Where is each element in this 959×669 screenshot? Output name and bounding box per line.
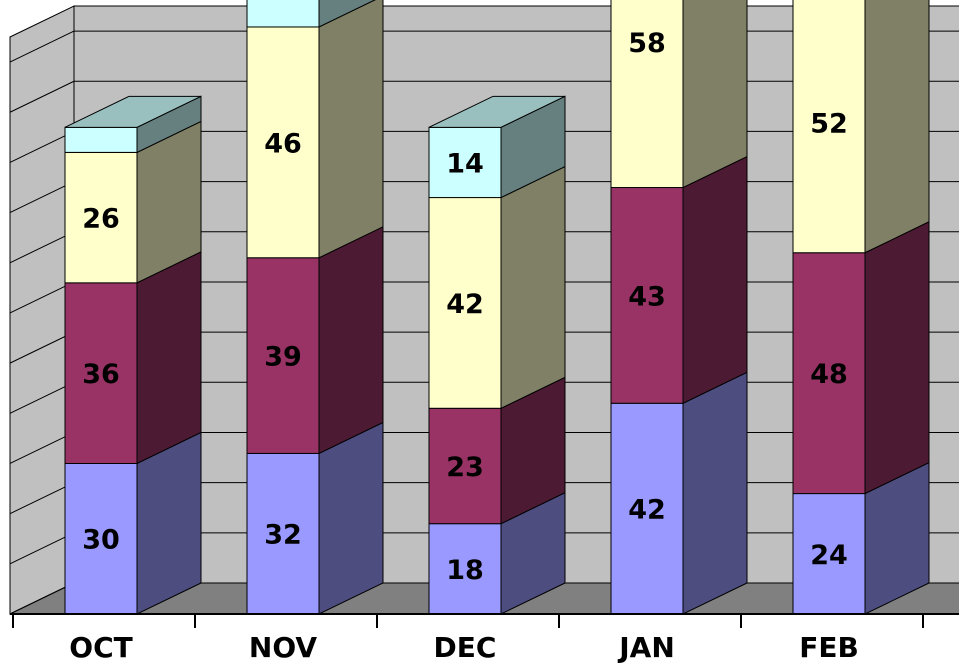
bar-front: [610, 187, 684, 404]
data-label: 42: [446, 289, 484, 320]
x-tick-label-jan: JAN: [617, 631, 675, 664]
x-tick-label-oct: OCT: [69, 631, 132, 664]
data-label: 30: [82, 525, 120, 556]
bar-dec-series-1: [428, 491, 566, 615]
data-label: 58: [628, 28, 666, 59]
bar-feb-series-2: [792, 220, 930, 495]
gridline-side: [9, 331, 75, 364]
bar-top: [64, 95, 202, 128]
bar-side: [500, 165, 566, 410]
data-label: 43: [628, 281, 666, 312]
gridline-side: [9, 432, 75, 464]
bar-side: [318, 225, 384, 455]
bar-oct-series-4: [64, 95, 202, 154]
bar-front: [792, 252, 866, 495]
gridline-side: [9, 532, 75, 565]
bar-nov-series-2: [246, 225, 384, 455]
x-tick-label-nov: NOV: [249, 631, 317, 664]
bar-side: [136, 431, 202, 615]
data-label: 23: [446, 452, 484, 483]
bar-side: [318, 421, 384, 615]
bar-front: [246, 0, 320, 28]
data-label: 18: [446, 555, 484, 586]
x-tick-label-feb: FEB: [799, 631, 859, 664]
bar-front: [428, 523, 502, 615]
data-label: 14: [446, 148, 484, 179]
bar-nov-series-1: [246, 421, 384, 615]
gridline-side: [9, 130, 75, 163]
bar-front: [64, 126, 138, 153]
gridline-side: [9, 231, 75, 264]
data-label: 46: [264, 128, 302, 159]
bar-nov-series-3: [246, 0, 384, 259]
bar-front: [428, 197, 502, 409]
bar-front: [610, 0, 684, 189]
bar-dec-series-3: [428, 165, 566, 410]
bar-side: [682, 371, 748, 615]
data-label: 36: [82, 359, 120, 390]
data-label: 42: [628, 495, 666, 526]
data-label: 32: [264, 520, 302, 551]
bar-front: [792, 0, 866, 254]
bar-jan-series-2: [610, 155, 748, 405]
bar-side: [682, 0, 748, 189]
bar-nov-series-4: [246, 0, 376, 28]
data-label: 26: [82, 204, 120, 235]
gridline-side: [9, 381, 75, 414]
bar-side: [682, 155, 748, 405]
bar-front: [246, 26, 320, 259]
bar-jan-series-3: [610, 0, 748, 189]
bar-front: [64, 282, 138, 464]
data-label: 24: [810, 540, 848, 571]
gridline-side: [9, 281, 75, 314]
bar-front: [64, 151, 138, 284]
data-label: 48: [810, 359, 848, 390]
bar-front: [246, 257, 320, 454]
bar-top: [428, 95, 566, 128]
bar-front: [428, 407, 502, 525]
bar-front: [246, 452, 320, 615]
bar-dec-series-2: [428, 376, 566, 525]
bar-jan-series-1: [610, 371, 748, 615]
bar-front: [610, 402, 684, 615]
gridline-side: [9, 30, 75, 63]
data-label: 52: [810, 108, 848, 139]
data-label: 39: [264, 342, 302, 373]
bar-side: [136, 251, 202, 465]
bar-oct-series-3: [64, 120, 202, 284]
x-axis: OCT NOV DEC JAN FEB: [10, 613, 959, 664]
bar-feb-series-3: [792, 0, 930, 254]
bar-side: [864, 220, 930, 495]
bar-side: [318, 0, 384, 259]
x-tick-label-dec: DEC: [434, 631, 497, 664]
gridline-side: [9, 181, 75, 214]
bar-dec-series-4: [428, 95, 566, 199]
bar-group: 303626323946182342144243582448524: [64, 0, 930, 615]
bar-oct-series-2: [64, 251, 202, 465]
bar-side: [864, 0, 930, 254]
gridline-side: [9, 80, 75, 113]
gridline-side: [9, 482, 75, 515]
